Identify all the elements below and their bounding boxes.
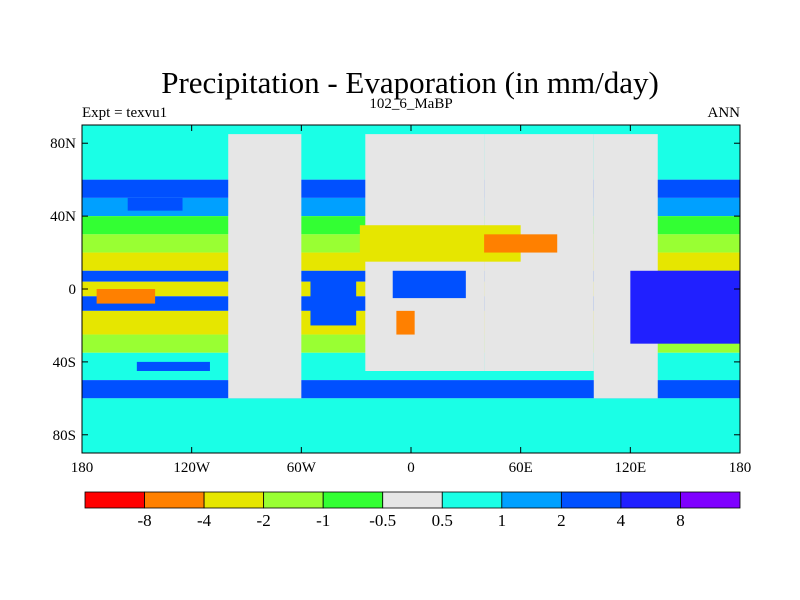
field-region-5 <box>392 270 466 299</box>
colorbar-label-1: -4 <box>197 511 212 530</box>
field-region-7 <box>484 234 558 253</box>
colorbar-swatch-2 <box>203 491 265 509</box>
field-region-11 <box>630 270 740 344</box>
colorbar: -8 -4 -2 -1 -0.5 0.5 1 2 4 8 <box>84 491 741 530</box>
colorbar-label-3: -1 <box>316 511 330 530</box>
y-tick-label-0: 80N <box>50 136 76 152</box>
chart-subtitle-right: ANN <box>708 105 741 121</box>
plot-area <box>81 124 741 454</box>
colorbar-swatch-1 <box>144 491 205 509</box>
colorbar-swatch-10 <box>680 491 741 509</box>
colorbar-label-5: 0.5 <box>432 511 453 530</box>
colorbar-label-7: 2 <box>557 511 566 530</box>
colorbar-label-6: 1 <box>498 511 507 530</box>
field-region-12 <box>136 361 210 371</box>
colorbar-label-0: -8 <box>137 511 151 530</box>
colorbar-label-9: 8 <box>676 511 685 530</box>
x-tick-label-6: 180 <box>729 460 752 476</box>
colorbar-swatch-9 <box>620 491 681 509</box>
zonal-band-13 <box>82 398 740 453</box>
colorbar-label-8: 4 <box>617 511 626 530</box>
field-region-3 <box>593 134 658 399</box>
colorbar-swatch-0 <box>84 491 145 509</box>
colorbar-label-2: -2 <box>257 511 271 530</box>
y-tick-label-4: 80S <box>53 428 76 444</box>
field-region-4 <box>310 279 357 326</box>
y-tick-label-3: 40S <box>53 355 76 371</box>
field-region-9 <box>96 289 156 304</box>
x-tick-label-0: 180 <box>71 460 94 476</box>
colorbar-label-4: -0.5 <box>369 511 396 530</box>
colorbar-swatch-8 <box>560 491 622 509</box>
x-axis: 180 120W 60W 0 60E 120E 180 <box>71 125 752 476</box>
colorbar-swatch-7 <box>501 491 562 509</box>
colorbar-swatch-6 <box>441 491 503 509</box>
x-tick-label-3: 0 <box>407 460 415 476</box>
y-axis: 80N 40N 0 40S 80S <box>50 136 740 444</box>
x-tick-label-4: 60E <box>509 460 533 476</box>
chart-subtitle-center: 102_6_MaBP <box>369 96 452 112</box>
x-tick-label-5: 120E <box>614 460 646 476</box>
y-tick-label-1: 40N <box>50 209 76 225</box>
x-tick-label-2: 60W <box>287 460 317 476</box>
field-layer <box>82 125 740 453</box>
colorbar-swatch-5 <box>382 491 443 509</box>
chart-subtitle-left: Expt = texvu1 <box>82 105 167 121</box>
field-region-0 <box>228 134 302 399</box>
chart-title: Precipitation - Evaporation (in mm/day) <box>161 65 659 100</box>
colorbar-swatch-4 <box>322 491 384 509</box>
y-tick-label-2: 0 <box>69 282 77 298</box>
field-region-8 <box>396 310 415 335</box>
x-tick-label-1: 120W <box>173 460 211 476</box>
field-region-13 <box>127 197 183 211</box>
colorbar-swatch-3 <box>263 491 324 509</box>
